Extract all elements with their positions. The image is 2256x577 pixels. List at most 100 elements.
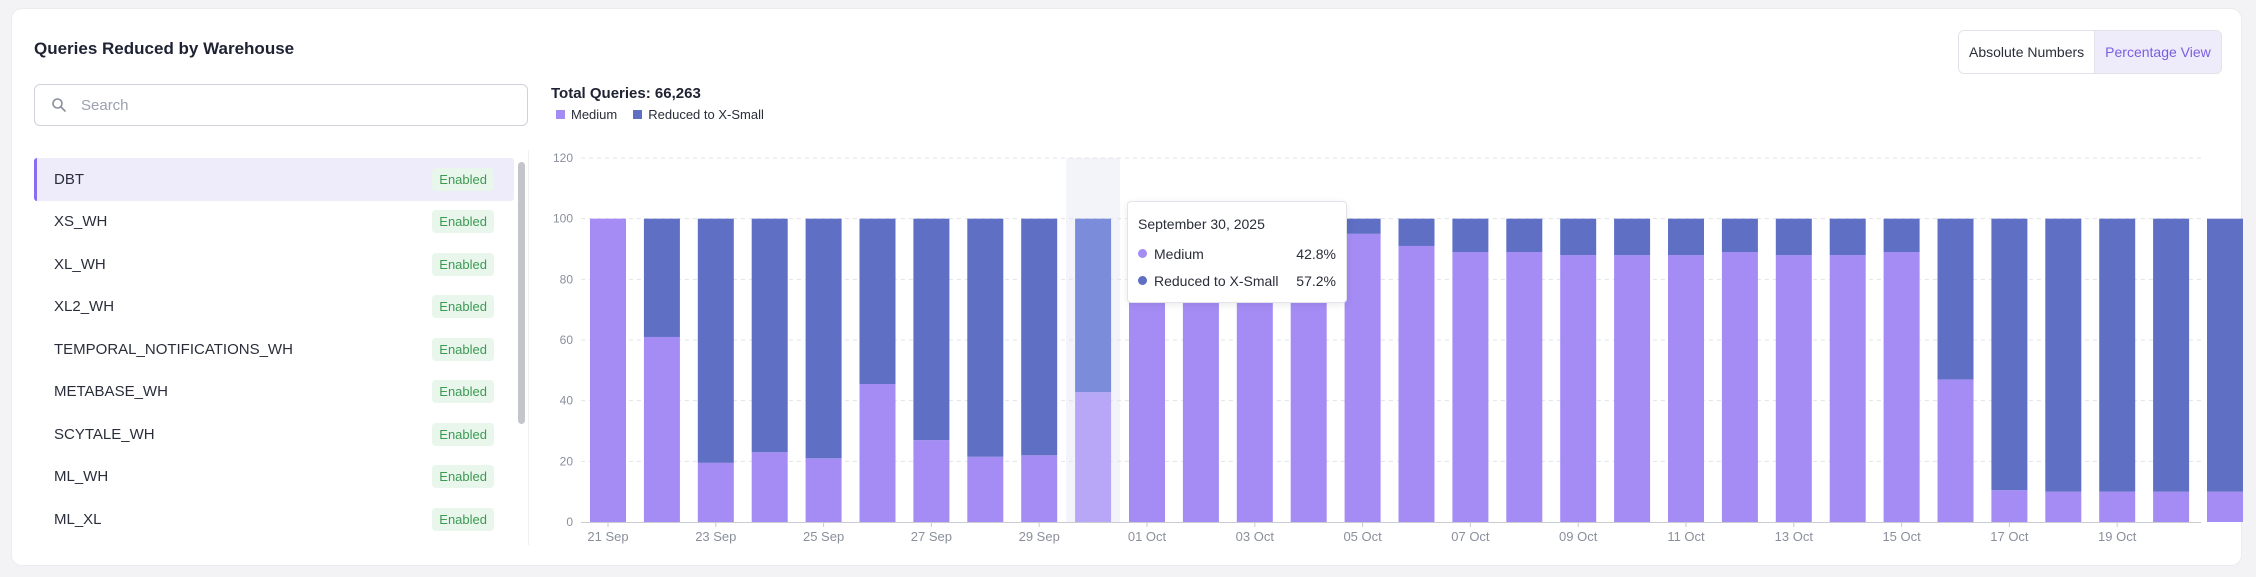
absolute-numbers-button[interactable]: Absolute Numbers bbox=[1969, 44, 2085, 60]
bar-reduced[interactable] bbox=[1775, 218, 1812, 256]
bar-medium[interactable] bbox=[1668, 255, 1704, 523]
bar-reduced[interactable] bbox=[1883, 218, 1920, 253]
bar-reduced[interactable] bbox=[2099, 218, 2136, 492]
bar-reduced[interactable] bbox=[1991, 218, 2028, 491]
bar-medium[interactable] bbox=[2153, 491, 2190, 522]
bar-reduced[interactable] bbox=[967, 218, 1004, 457]
x-tick-label: 27 Sep bbox=[911, 529, 952, 544]
warehouse-item[interactable]: XL2_WH Enabled bbox=[34, 286, 514, 329]
tooltip-medium-value: 42.8% bbox=[1296, 245, 1336, 262]
bar-medium[interactable] bbox=[1506, 252, 1543, 523]
status-badge: Enabled bbox=[432, 210, 494, 234]
warehouse-name: METABASE_WH bbox=[54, 383, 168, 401]
x-tick-label: 01 Oct bbox=[1128, 529, 1167, 544]
y-tick-label: 120 bbox=[553, 151, 573, 165]
bar-reduced[interactable] bbox=[1829, 218, 1866, 256]
bar-medium[interactable] bbox=[2045, 491, 2082, 522]
warehouse-item[interactable]: TEMPORAL_NOTIFICATIONS_WH Enabled bbox=[34, 328, 514, 371]
status-badge: Enabled bbox=[432, 337, 494, 361]
tooltip-date: September 30, 2025 bbox=[1138, 216, 1265, 232]
bar-medium[interactable] bbox=[1829, 255, 1866, 523]
bar-reduced[interactable] bbox=[697, 218, 734, 463]
status-badge: Enabled bbox=[432, 295, 494, 319]
x-tick-label: 17 Oct bbox=[1990, 529, 2029, 544]
bar-medium[interactable] bbox=[1775, 255, 1812, 523]
bar-medium[interactable] bbox=[751, 452, 788, 522]
bar-reduced[interactable] bbox=[1668, 218, 1704, 256]
status-badge: Enabled bbox=[432, 465, 494, 489]
status-badge: Enabled bbox=[432, 507, 494, 531]
bar-reduced[interactable] bbox=[1021, 218, 1058, 456]
y-tick-label: 60 bbox=[560, 333, 574, 347]
bar-reduced[interactable] bbox=[1560, 218, 1597, 256]
bar-medium[interactable] bbox=[1075, 392, 1112, 522]
bar-reduced[interactable] bbox=[1506, 218, 1543, 253]
bar-reduced[interactable] bbox=[1398, 218, 1435, 246]
bar-medium[interactable] bbox=[1721, 252, 1758, 523]
legend-item-medium[interactable]: Medium bbox=[556, 107, 617, 122]
x-tick-label: 23 Sep bbox=[695, 529, 736, 544]
bar-reduced[interactable] bbox=[1344, 218, 1381, 234]
bar-reduced[interactable] bbox=[2207, 218, 2243, 492]
warehouse-item[interactable]: DBT Enabled bbox=[34, 158, 514, 201]
bar-reduced[interactable] bbox=[1452, 218, 1489, 253]
warehouse-item[interactable]: ML_XL Enabled bbox=[34, 498, 514, 541]
x-tick-label: 21 Sep bbox=[587, 529, 628, 544]
bar-reduced[interactable] bbox=[913, 218, 950, 441]
bar-medium[interactable] bbox=[697, 462, 734, 522]
bar-reduced[interactable] bbox=[2153, 218, 2190, 492]
bar-medium[interactable] bbox=[967, 456, 1004, 522]
bar-reduced[interactable] bbox=[643, 218, 680, 337]
bar-reduced[interactable] bbox=[1075, 218, 1112, 393]
bar-reduced[interactable] bbox=[805, 218, 842, 459]
bar-medium[interactable] bbox=[2099, 491, 2136, 522]
warehouse-name: DBT bbox=[54, 170, 84, 188]
bar-medium[interactable] bbox=[913, 440, 950, 522]
warehouse-item[interactable]: METABASE_WH Enabled bbox=[34, 371, 514, 414]
search-input[interactable] bbox=[79, 95, 527, 115]
warehouse-item[interactable]: XL_WH Enabled bbox=[34, 243, 514, 286]
bar-medium[interactable] bbox=[1452, 252, 1489, 523]
bar-medium[interactable] bbox=[1560, 255, 1597, 523]
tooltip-row-reduced: Reduced to X-Small 57.2% bbox=[1138, 267, 1336, 294]
list-scrollbar-thumb[interactable] bbox=[518, 162, 525, 424]
warehouse-item[interactable]: SCYTALE_WH Enabled bbox=[34, 413, 514, 456]
y-tick-label: 80 bbox=[560, 272, 574, 286]
bar-reduced[interactable] bbox=[859, 218, 896, 384]
bar-medium[interactable] bbox=[1344, 233, 1381, 523]
bar-medium[interactable] bbox=[1398, 245, 1435, 522]
bar-reduced[interactable] bbox=[751, 218, 788, 453]
y-tick-label: 40 bbox=[560, 394, 574, 408]
legend-item-reduced[interactable]: Reduced to X-Small bbox=[633, 107, 764, 122]
y-tick-label: 0 bbox=[566, 515, 573, 529]
x-tick-label: 19 Oct bbox=[2098, 529, 2137, 544]
bar-reduced[interactable] bbox=[1937, 218, 1974, 380]
bar-medium[interactable] bbox=[859, 383, 896, 522]
search-box bbox=[34, 84, 528, 126]
view-toggle: Absolute Numbers Percentage View bbox=[1958, 30, 2222, 74]
bar-medium[interactable] bbox=[1021, 455, 1058, 522]
x-tick-label: 13 Oct bbox=[1775, 529, 1814, 544]
bar-reduced[interactable] bbox=[1614, 218, 1651, 256]
bar-medium[interactable] bbox=[590, 218, 626, 522]
bar-medium[interactable] bbox=[1614, 255, 1651, 523]
warehouse-item[interactable]: ML_WH Enabled bbox=[34, 456, 514, 499]
tooltip-row-medium: Medium 42.8% bbox=[1138, 240, 1336, 267]
x-tick-label: 11 Oct bbox=[1667, 529, 1705, 544]
warehouse-name: TEMPORAL_NOTIFICATIONS_WH bbox=[54, 340, 293, 358]
bar-medium[interactable] bbox=[805, 458, 842, 522]
bar-reduced[interactable] bbox=[2045, 218, 2082, 492]
bar-medium[interactable] bbox=[2207, 491, 2243, 522]
bar-medium[interactable] bbox=[1937, 379, 1974, 522]
warehouse-name: SCYTALE_WH bbox=[54, 425, 155, 443]
bar-medium[interactable] bbox=[643, 336, 680, 522]
status-badge: Enabled bbox=[432, 380, 494, 404]
bar-medium[interactable] bbox=[1883, 252, 1920, 523]
percentage-view-button[interactable]: Percentage View bbox=[2094, 31, 2221, 73]
bar-reduced[interactable] bbox=[1721, 218, 1758, 253]
bar-medium[interactable] bbox=[1991, 490, 2028, 522]
warehouse-name: XL_WH bbox=[54, 255, 106, 273]
panel-title: Queries Reduced by Warehouse bbox=[34, 39, 295, 58]
warehouse-item[interactable]: XS_WH Enabled bbox=[34, 201, 514, 244]
